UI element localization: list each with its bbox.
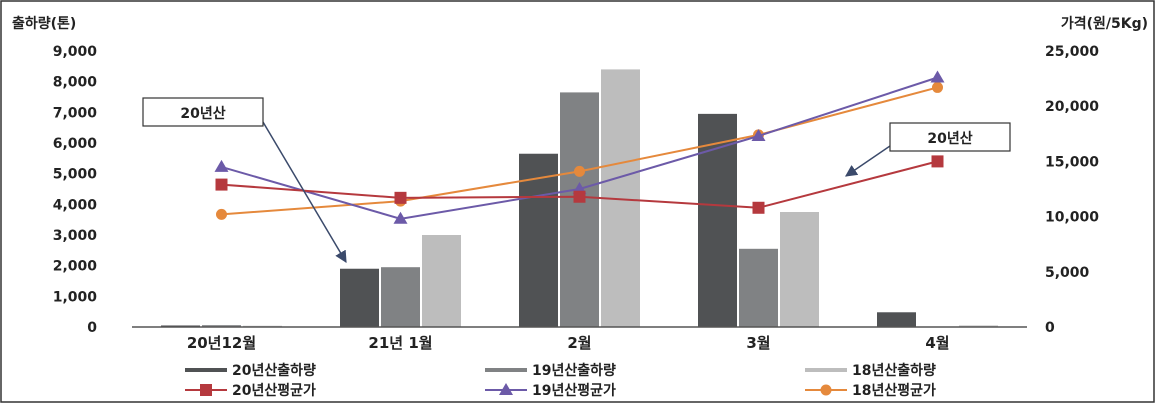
line-point [930,70,945,83]
x-tick-label: 4월 [925,334,949,352]
y-right-tick-label: 25,000 [1045,44,1099,60]
line-series-group [214,70,945,224]
bar-series-group [161,69,998,328]
annotation-label: 20년산 [927,130,972,147]
y-left-tick-label: 2,000 [53,259,98,275]
y-left-tick-label: 4,000 [53,197,98,213]
legend-label: 20년산출하량 [232,362,316,379]
bar [202,325,241,327]
y-left-tick-label: 1,000 [53,289,98,305]
annotation-label: 20년산 [180,105,225,122]
bar [381,267,420,327]
line-point [820,384,832,396]
y-right-ticks: 0 5,000 10,000 15,000 20,000 25,000 [1045,44,1099,336]
legend: 20년산출하량 19년산출하량 18년산출하량 20년산평균가 19년산평균가 18년산평… [185,362,936,399]
y-left-tick-label: 8,000 [53,75,98,91]
line-point [931,155,944,168]
line-point [932,81,943,93]
y-left-ticks: 0 1,000 2,000 3,000 4,000 5,000 6,000 7,000 8,00… [53,44,98,336]
legend-label: 19년산평균가 [532,382,616,399]
bar [560,92,599,328]
line-point [573,190,586,203]
line-point [574,165,585,177]
y-right-tick-label: 5,000 [1045,265,1090,281]
y-left-tick-label: 9,000 [53,44,98,60]
line-point [393,211,408,224]
y-left-tick-label: 3,000 [53,228,98,244]
line-point [216,208,227,220]
line-point [215,178,228,191]
bar [340,268,379,327]
x-tick-labels: 20년12월 21년 1월 2월 3월 4월 [187,334,950,352]
annotation-box [889,122,1011,152]
bar [780,212,819,327]
annotation-arrow [845,145,891,177]
line-point [214,159,229,172]
line-point [394,191,407,204]
y-left-axis-label: 출하량(톤) [12,15,76,32]
bar [698,113,737,327]
y-left-tick-label: 0 [87,320,97,336]
bar [959,325,998,327]
bar [877,312,916,327]
y-right-axis-label: 가격(원/5Kg) [1061,15,1148,32]
legend-label: 18년산출하량 [852,362,936,379]
y-left-tick-label: 5,000 [53,167,98,183]
legend-label: 18년산평균가 [852,382,936,399]
legend-label: 19년산출하량 [532,362,616,379]
y-right-tick-label: 20,000 [1045,99,1099,115]
bar [519,153,558,327]
bar [739,248,778,327]
line-point [499,383,513,395]
x-tick-label: 3월 [746,334,770,352]
bar [161,325,200,327]
y-left-tick-label: 6,000 [53,136,98,152]
annotation-arrow [262,121,347,264]
y-left-tick-label: 7,000 [53,105,98,121]
y-right-tick-label: 10,000 [1045,210,1099,226]
x-tick-label: 21년 1월 [368,334,432,352]
annotation-box [142,97,264,127]
x-tick-label: 20년12월 [187,334,256,352]
legend-label: 20년산평균가 [232,382,316,399]
line-point [751,129,766,142]
bar [422,235,461,327]
y-right-tick-label: 15,000 [1045,154,1099,170]
line-point [200,384,212,396]
annotations-group: 20년산 20년산 [142,97,1011,264]
x-tick-label: 2월 [567,334,591,352]
y-right-tick-label: 0 [1045,320,1055,336]
line-point [752,201,765,214]
